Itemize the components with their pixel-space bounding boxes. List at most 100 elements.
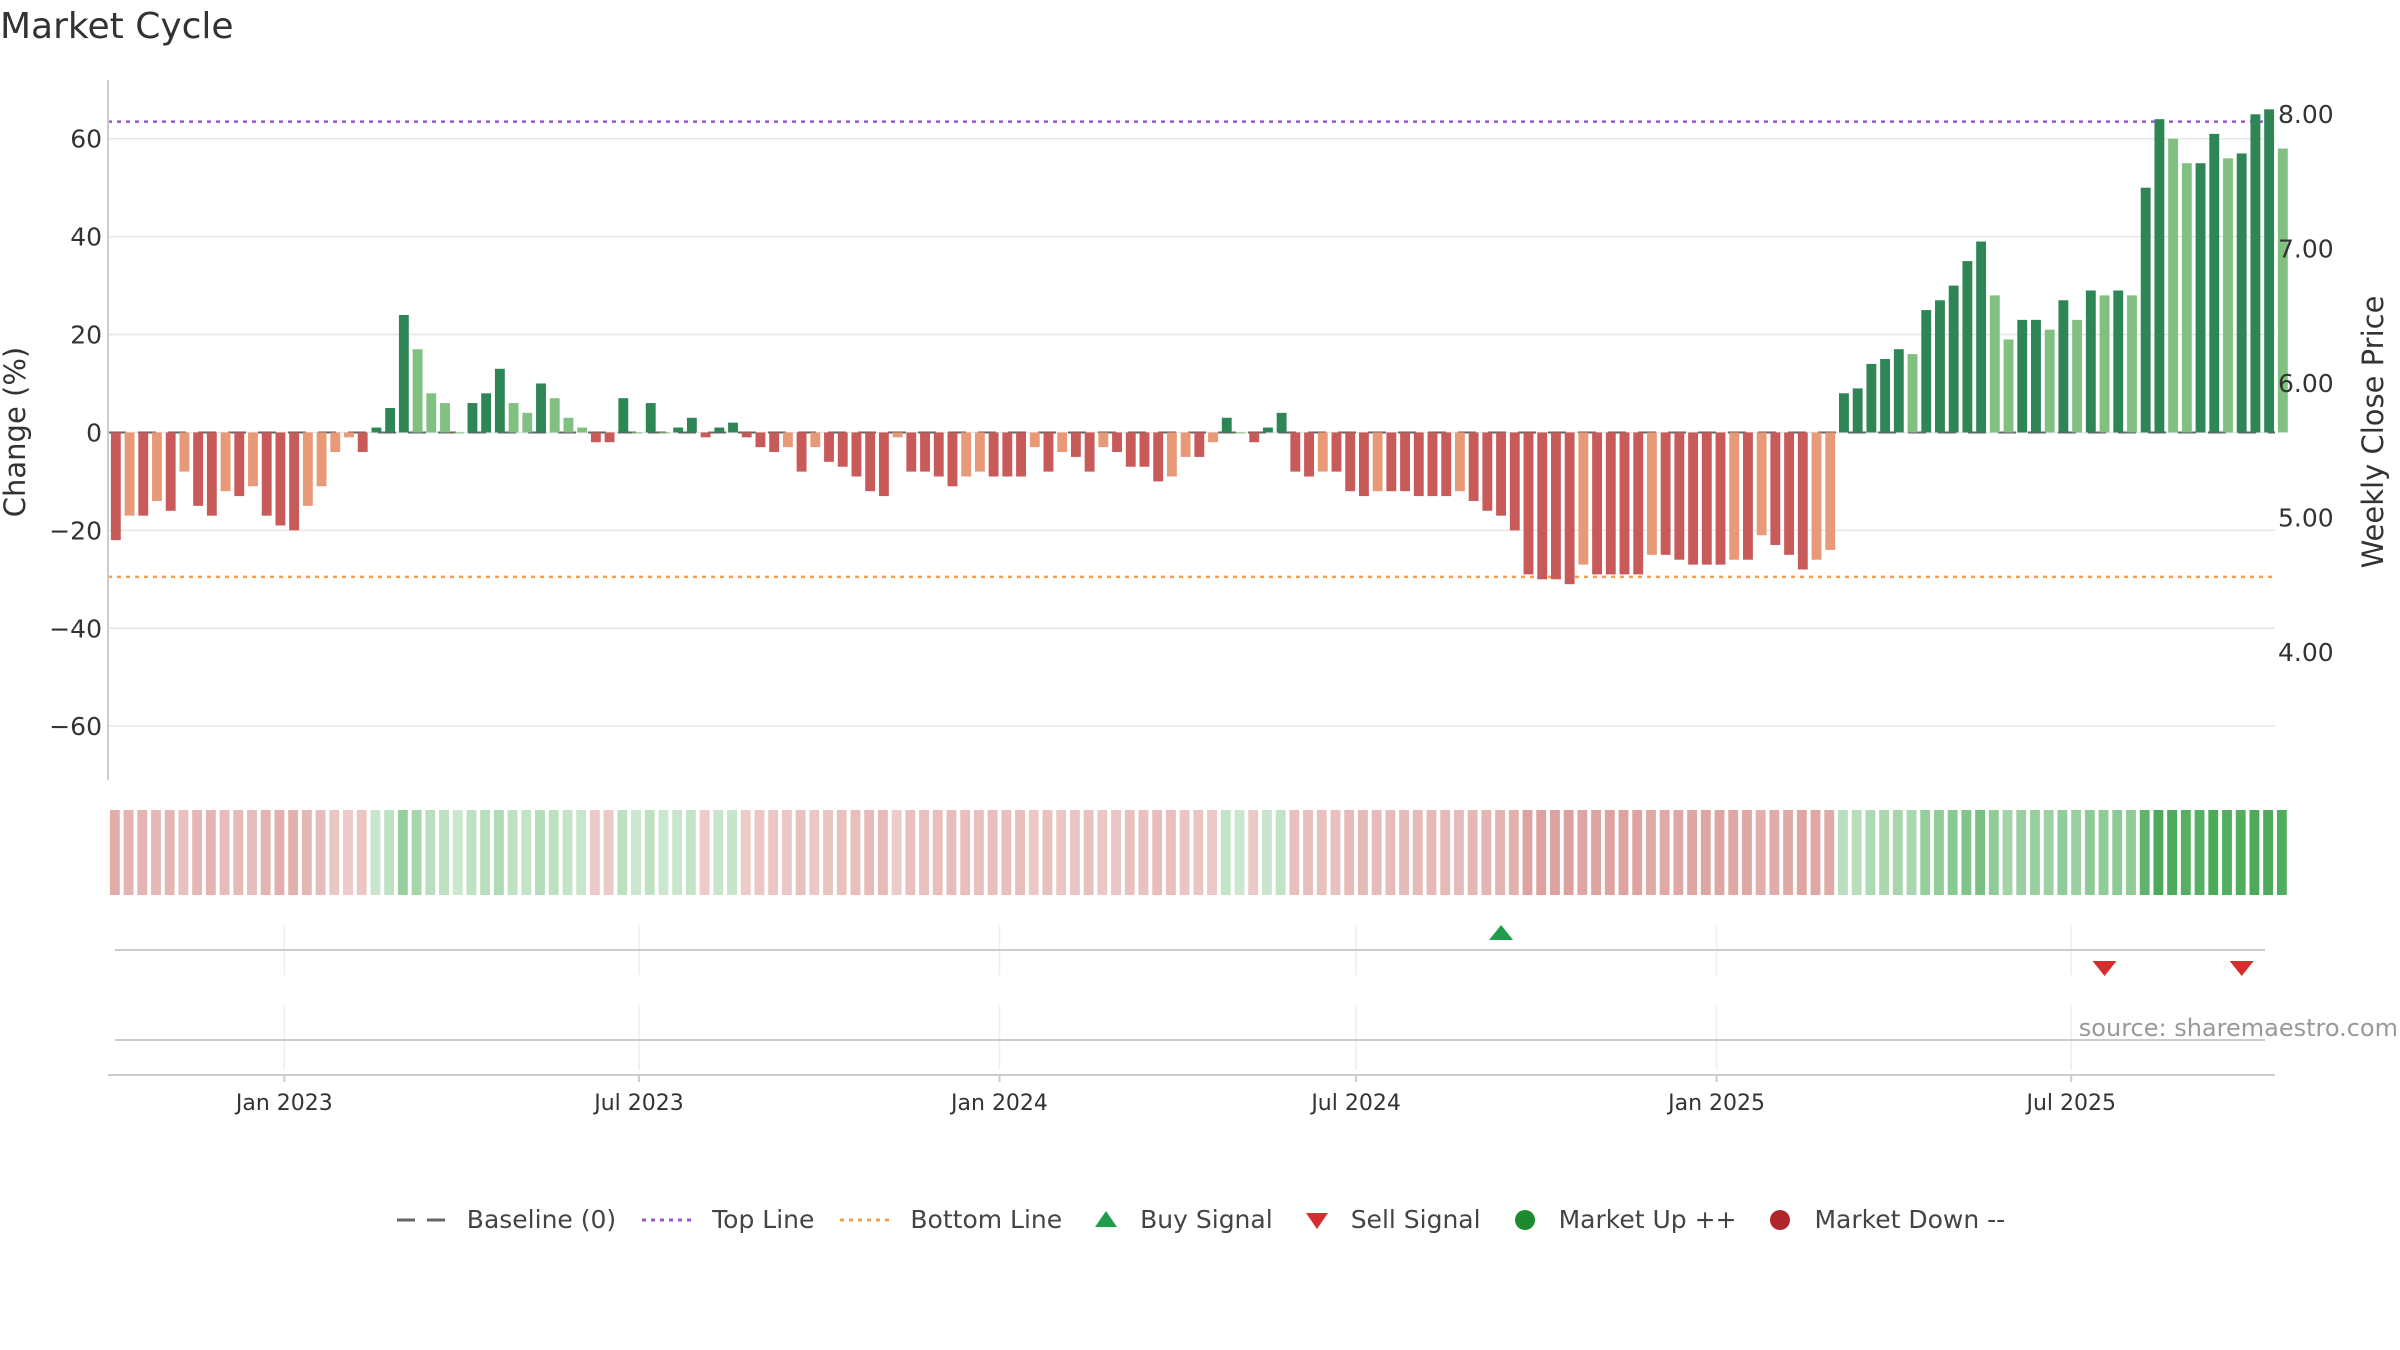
change-bar xyxy=(2195,163,2206,433)
heat-cell xyxy=(192,810,203,895)
heat-cell xyxy=(2112,810,2123,895)
heat-cell xyxy=(1865,810,1876,895)
heat-cell xyxy=(329,810,340,895)
legend-item-market-up: Market Up ++ xyxy=(1505,1205,1736,1234)
change-bar xyxy=(1660,432,1671,555)
x-tick-label: Jan 2023 xyxy=(234,1091,333,1116)
heat-cell xyxy=(1591,810,1602,895)
change-bar xyxy=(1317,432,1328,472)
change-bar xyxy=(755,432,766,448)
change-bar xyxy=(645,403,656,433)
heat-cell xyxy=(1234,810,1245,895)
change-bar xyxy=(508,403,519,433)
heat-cell xyxy=(2030,810,2040,895)
change-bar xyxy=(947,432,958,487)
change-bar xyxy=(302,432,313,506)
heat-cell xyxy=(1851,810,1862,895)
change-bar xyxy=(234,432,245,497)
heat-cell xyxy=(1522,810,1533,895)
heat-cell xyxy=(1220,810,1231,895)
change-bar xyxy=(1057,432,1068,453)
heat-cell xyxy=(205,810,216,895)
heat-cell xyxy=(809,810,820,895)
change-bar xyxy=(248,432,258,487)
heat-cell xyxy=(356,810,367,895)
y-axis-label-left: Change (%) xyxy=(0,347,32,517)
change-bar xyxy=(988,432,999,477)
heat-cell xyxy=(151,810,161,895)
change-bar xyxy=(494,368,505,433)
heat-cell xyxy=(1289,810,1300,895)
heat-cell xyxy=(1714,810,1725,895)
heat-cell xyxy=(1261,810,1272,895)
sell-signal-marker xyxy=(2092,961,2117,976)
change-bar xyxy=(2154,119,2165,433)
triangle-up-icon xyxy=(1086,1208,1126,1232)
heat-cell xyxy=(480,810,491,895)
change-bar xyxy=(1825,432,1836,550)
heat-cell xyxy=(1303,810,1313,895)
y-right-tick-label: 7.00 xyxy=(2278,235,2334,264)
change-bar xyxy=(700,432,711,438)
y-right-tick-label: 4.00 xyxy=(2278,638,2334,667)
chart-title: Market Cycle xyxy=(0,6,234,47)
heat-cell xyxy=(973,810,984,895)
heat-cell xyxy=(2057,810,2068,895)
heat-cell xyxy=(987,810,998,895)
x-tick-label: Jan 2025 xyxy=(1666,1091,1765,1116)
heat-cell xyxy=(1549,810,1560,895)
heat-cell xyxy=(768,810,779,895)
heat-cell xyxy=(1728,810,1739,895)
change-bar xyxy=(2168,138,2179,433)
change-bar xyxy=(1701,432,1712,565)
change-bar xyxy=(782,432,793,448)
heat-cell xyxy=(2222,810,2232,895)
heat-cell xyxy=(301,810,312,895)
change-bar xyxy=(1468,432,1479,501)
heat-cell xyxy=(1961,810,1972,895)
heat-cell xyxy=(1248,810,1259,895)
heat-cell xyxy=(1015,810,1025,895)
change-bar xyxy=(1893,349,1904,433)
heat-cell xyxy=(960,810,971,895)
change-bar xyxy=(1647,432,1657,555)
change-bar xyxy=(1125,432,1136,467)
change-bar xyxy=(1605,432,1616,575)
legend-label-market-down: Market Down -- xyxy=(1814,1205,2006,1234)
heat-cell xyxy=(1138,810,1149,895)
heat-cell xyxy=(2084,810,2095,895)
heat-cell xyxy=(1399,810,1410,895)
heat-cell xyxy=(1426,810,1437,895)
heat-cell xyxy=(1700,810,1711,895)
change-bar xyxy=(590,432,601,443)
change-bar xyxy=(206,432,217,516)
change-bar xyxy=(1043,432,1054,472)
heat-cell xyxy=(1330,810,1341,895)
legend: Baseline (0) Top Line Bottom Line Buy Si… xyxy=(0,1205,2400,1234)
heat-cell xyxy=(1193,810,1204,895)
change-bar xyxy=(2085,290,2096,433)
y-tick-label: 60 xyxy=(70,125,102,154)
change-bar xyxy=(2264,109,2275,433)
change-bar xyxy=(933,432,944,477)
heat-cell xyxy=(1165,810,1176,895)
heat-cell xyxy=(2043,810,2054,895)
change-bar xyxy=(467,403,478,433)
change-bar xyxy=(1358,432,1369,497)
change-bar xyxy=(1633,432,1644,575)
heat-cell xyxy=(247,810,257,895)
heat-cell xyxy=(2194,810,2205,895)
change-bar xyxy=(1276,412,1287,433)
y-tick-label: 20 xyxy=(70,321,102,350)
heat-cell xyxy=(2002,810,2013,895)
change-bar xyxy=(2250,114,2261,433)
change-bar xyxy=(220,432,231,492)
change-bar xyxy=(1715,432,1726,565)
change-bar xyxy=(878,432,889,497)
cycle-heat-strip xyxy=(109,810,2287,895)
change-bar xyxy=(261,432,272,516)
change-bar xyxy=(522,412,533,433)
change-bar xyxy=(920,432,930,472)
change-bar xyxy=(1194,432,1205,457)
heat-cell xyxy=(850,810,861,895)
